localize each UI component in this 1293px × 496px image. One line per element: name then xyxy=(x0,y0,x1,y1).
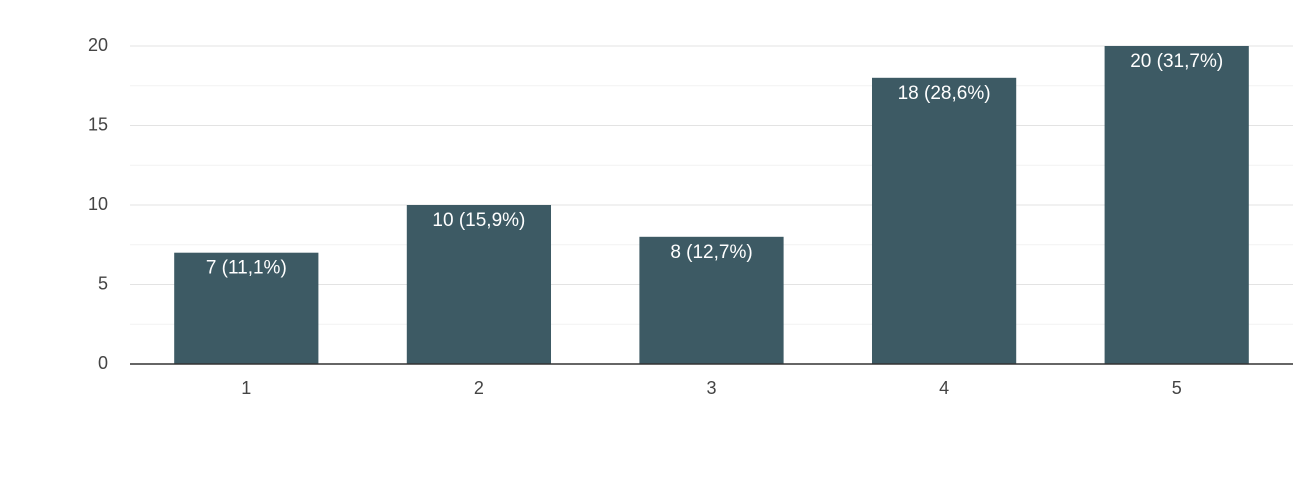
x-tick-label: 2 xyxy=(474,378,484,398)
x-tick-label: 5 xyxy=(1172,378,1182,398)
bar xyxy=(406,205,552,364)
value-label: 20 (31,7%) xyxy=(1130,51,1223,72)
y-tick-label: 15 xyxy=(88,114,108,134)
x-tick-label: 4 xyxy=(939,378,949,398)
x-tick-label: 1 xyxy=(241,378,251,398)
bar xyxy=(639,236,784,364)
bar xyxy=(871,77,1017,365)
value-label: 10 (15,9%) xyxy=(432,210,525,231)
bar xyxy=(174,252,319,364)
y-tick-label: 10 xyxy=(88,194,108,214)
value-label: 8 (12,7%) xyxy=(670,242,752,263)
value-label: 7 (11,1%) xyxy=(206,258,287,279)
y-tick-label: 5 xyxy=(98,273,108,293)
x-tick-label: 3 xyxy=(706,378,716,398)
y-tick-label: 20 xyxy=(88,35,108,55)
bar xyxy=(1104,46,1249,364)
y-tick-label: 0 xyxy=(98,353,108,373)
value-label: 18 (28,6%) xyxy=(898,83,991,104)
